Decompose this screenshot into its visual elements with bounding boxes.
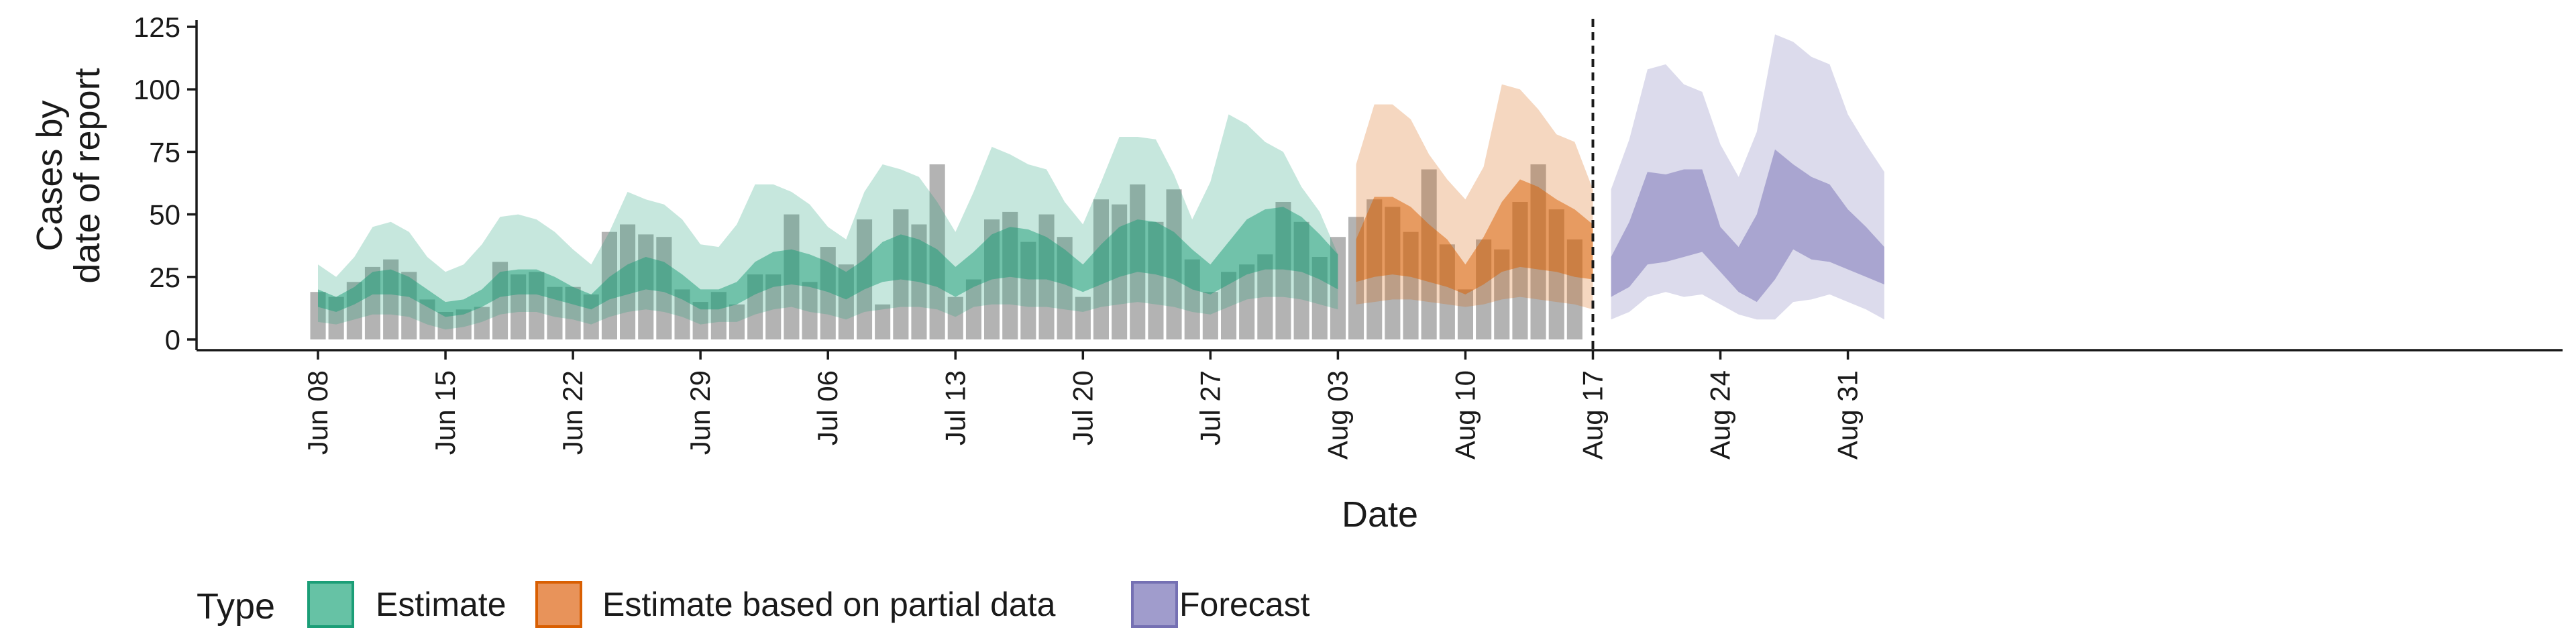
bar-reported-20 xyxy=(674,289,690,339)
y-tick-label-125: 125 xyxy=(133,11,180,43)
y-tick-label-0: 0 xyxy=(165,324,180,356)
bar-reported-63 xyxy=(1457,289,1473,339)
legend-label-estimate-based-on-partial-data: Estimate based on partial data xyxy=(602,586,1056,623)
x-tick-label-6: Jul 20 xyxy=(1067,370,1098,445)
ribbon-bands xyxy=(318,34,1884,330)
x-tick-label-12: Aug 31 xyxy=(1832,370,1864,460)
legend: Type Estimate Estimate based on partial d… xyxy=(197,581,1310,628)
x-tick-label-5: Jul 13 xyxy=(939,370,971,445)
x-tick-label-9: Aug 10 xyxy=(1449,370,1481,460)
x-axis-title: Date xyxy=(1342,494,1418,535)
legend-key-forecast xyxy=(1131,581,1178,628)
x-tick-label-7: Jul 27 xyxy=(1194,370,1226,445)
bar-reported-51 xyxy=(1239,264,1255,339)
bar-reported-42 xyxy=(1075,297,1091,339)
y-tick-label-100: 100 xyxy=(133,74,180,105)
y-axis-title-line-2: date of report xyxy=(67,68,107,283)
y-tick-label-50: 50 xyxy=(149,199,180,231)
legend-label-forecast: Forecast xyxy=(1179,586,1310,623)
x-tick-label-11: Aug 24 xyxy=(1705,370,1736,460)
bar-reported-7 xyxy=(437,312,453,339)
bar-reported-21 xyxy=(692,302,708,339)
x-tick-label-8: Aug 03 xyxy=(1322,370,1353,460)
bar-reported-52 xyxy=(1257,254,1273,339)
legend-title: Type xyxy=(197,586,275,627)
bar-reported-6 xyxy=(419,299,435,339)
bar-reported-50 xyxy=(1221,272,1237,339)
bar-reported-27 xyxy=(802,282,818,339)
y-tick-label-25: 25 xyxy=(149,262,180,293)
bar-reported-49 xyxy=(1202,292,1218,339)
y-tick-label-75: 75 xyxy=(149,136,180,168)
x-tick-label-1: Jun 15 xyxy=(429,370,461,455)
y-axis-title-line-1: Cases by xyxy=(30,100,70,251)
x-ticks: Jun 08 Jun 15 Jun 22 Jun 29 Jul 06 Jul 13 Jul … xyxy=(302,350,1864,460)
band-50-estimate-based-on-partial-data xyxy=(1356,179,1593,294)
bar-reported-23 xyxy=(729,304,745,339)
x-tick-label-0: Jun 08 xyxy=(302,370,333,455)
bar-reported-9 xyxy=(474,307,490,339)
x-tick-label-4: Jul 06 xyxy=(812,370,843,445)
legend-key-estimate-based-on-partial-data xyxy=(535,581,582,628)
legend-key-estimate xyxy=(307,581,354,628)
band-50-forecast xyxy=(1611,149,1884,303)
bar-reported-35 xyxy=(947,297,963,339)
bar-reported-25 xyxy=(765,274,782,339)
x-tick-label-2: Jun 22 xyxy=(557,370,588,455)
bar-reported-8 xyxy=(455,309,472,339)
legend-label-estimate: Estimate xyxy=(376,586,506,623)
y-ticks: 0 25 50 75 100 125 xyxy=(133,11,197,356)
x-tick-label-3: Jun 29 xyxy=(684,370,716,455)
axes xyxy=(195,20,2563,352)
x-tick-label-10: Aug 17 xyxy=(1577,370,1609,460)
bar-reported-31 xyxy=(875,304,891,339)
band-50-estimate xyxy=(318,207,1338,317)
reported-cases-bars xyxy=(310,164,1582,339)
bar-reported-36 xyxy=(965,279,981,339)
